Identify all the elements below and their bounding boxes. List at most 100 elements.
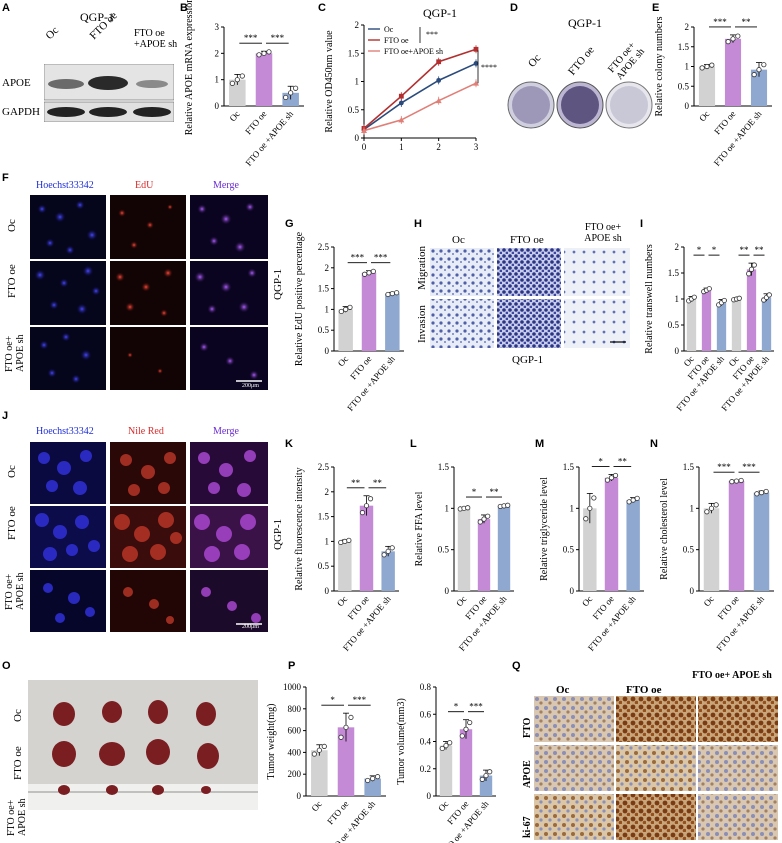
panel-f-col-hoechst: Hoechst33342 [36, 180, 94, 191]
panel-label-a: A [2, 2, 10, 14]
y-tick-label: 1 [355, 77, 360, 87]
panel-label-h: H [414, 218, 422, 230]
panel-label-i: I [640, 218, 644, 230]
panel-o-row-oc: Oc [12, 709, 24, 722]
significance-label: ** [490, 487, 500, 497]
y-tick-label: 0 [427, 791, 432, 801]
y-tick-label: 0.5 [563, 545, 575, 555]
data-point [316, 747, 322, 753]
data-point [311, 751, 317, 757]
data-point [465, 505, 471, 511]
panel-label-q: Q [512, 660, 521, 672]
data-point [721, 297, 727, 304]
bar [731, 299, 742, 351]
data-point [367, 496, 374, 502]
y-tick-label: 1.5 [438, 462, 450, 472]
y-tick-label: 1.5 [348, 48, 360, 58]
data-point [704, 63, 710, 70]
data-point [346, 537, 352, 543]
bar [703, 508, 720, 591]
panel-a-col-oc: Oc [43, 24, 62, 42]
chart-c: QGP-1 0 0.5 1 1.5 2 0 1 2 3 Relative OD450nm value… [324, 6, 497, 152]
panel-d-col-apoe: FTO oe+ APOE sh [606, 40, 647, 83]
x-tick-label: FTO oe [712, 109, 737, 137]
data-point [370, 775, 376, 782]
y-tick-label: 1 [690, 503, 695, 513]
data-point [735, 33, 741, 39]
panel-a-col-apoe: FTO oe +APOE sh [134, 28, 178, 50]
significance-label: *** [351, 253, 365, 263]
y-tick-label: 0.6 [420, 709, 432, 719]
data-point [389, 290, 395, 297]
y-tick-label: 0 [675, 346, 680, 356]
significance-label: ** [351, 478, 361, 488]
x-tick-label: FTO oe +APOE sh [712, 108, 764, 167]
bar [686, 299, 697, 351]
data-point [748, 266, 755, 272]
y-tick-label: 0 [215, 101, 220, 111]
panel-k-side-label: QGP-1 [272, 518, 284, 550]
data-point [229, 80, 235, 86]
x-tick-label: Oc [309, 799, 323, 813]
significance-label: ** [755, 245, 765, 255]
y-tick-label: 0 [690, 586, 695, 596]
data-point [691, 294, 697, 300]
data-point [447, 740, 453, 746]
data-point [463, 726, 469, 732]
data-point [736, 295, 742, 301]
data-point [604, 477, 611, 483]
y-tick-label: 0 [445, 586, 450, 596]
bar [338, 541, 352, 591]
data-point [293, 85, 299, 91]
x-tick-label: 1 [399, 142, 404, 152]
bar [385, 293, 400, 351]
x-tick-label: Oc [697, 109, 711, 123]
data-point [343, 306, 349, 313]
data-point [343, 724, 349, 730]
series-line [363, 62, 477, 131]
y-axis-label: Relative colony numbers [654, 16, 665, 116]
bar [255, 53, 273, 106]
data-point [239, 73, 245, 79]
data-point [751, 262, 757, 268]
data-point [699, 65, 705, 71]
y-tick-label: 0.5 [438, 545, 450, 555]
y-tick-label: 0.2 [420, 764, 431, 774]
y-tick-label: 400 [288, 747, 302, 757]
legend-label: FTO oe+APOE sh [384, 47, 443, 56]
y-tick-label: 2 [685, 22, 690, 32]
data-point [487, 769, 493, 775]
data-point [363, 503, 370, 509]
significance-label: ** [373, 478, 383, 488]
panel-f-row-fto: FTO oe [6, 264, 18, 298]
significance-label: * [697, 245, 702, 255]
y-tick-label: 1.5 [563, 462, 575, 472]
y-tick-label: 0 [325, 586, 330, 596]
data-point [608, 475, 615, 481]
y-tick-label: 0.5 [683, 545, 695, 555]
bar [626, 500, 640, 591]
panel-o-row-fto: FTO oe [12, 746, 24, 780]
panel-h-row-invasion: Invasion [416, 305, 428, 343]
x-tick-label: Oc [580, 594, 594, 608]
data-point [766, 292, 772, 298]
data-point [591, 495, 597, 501]
panel-label-j: J [2, 410, 9, 422]
data-point [467, 719, 473, 726]
data-point [751, 72, 757, 78]
y-axis-label: Relative cholesterol level [659, 478, 670, 580]
data-point [730, 36, 736, 42]
bar [724, 38, 742, 106]
data-point [761, 62, 767, 68]
data-point [359, 510, 366, 516]
bar [359, 505, 374, 591]
data-point [729, 479, 735, 485]
x-tick-label: FTO oe [716, 594, 741, 622]
y-tick-label: 0.4 [420, 737, 432, 747]
transwell-image-grid [430, 248, 630, 348]
y-axis-label: Relative OD450nm value [324, 30, 335, 133]
y-axis-label: Tumor weight(mg) [266, 703, 277, 779]
x-tick-label: Oc [436, 799, 450, 813]
